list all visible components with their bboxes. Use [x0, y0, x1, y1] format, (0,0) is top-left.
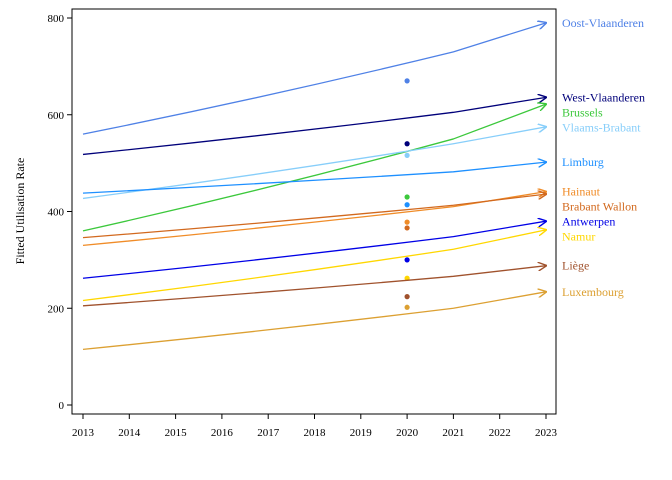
x-tick-label: 2018: [304, 427, 327, 439]
series-line-namur: [82, 230, 546, 302]
plot-frame: [71, 8, 557, 415]
series-labels: Oost-Vlaanderen West-VlaanderenBrusselsVl…: [562, 16, 645, 299]
x-tick-label: 2015: [165, 427, 188, 439]
x-tick-label: 2021: [442, 427, 464, 439]
series-line-brussels: [82, 104, 546, 232]
series-point-antwerpen: [404, 257, 410, 263]
series-line-hainaut: [82, 192, 546, 247]
x-tick-label: 2017: [257, 427, 280, 439]
series-line-luxembourg: [82, 292, 546, 351]
y-tick-label: 0: [59, 400, 65, 412]
x-tick-label: 2014: [118, 427, 141, 439]
series-label-antwerpen: Antwerpen: [562, 215, 615, 229]
x-tick-label: 2023: [535, 427, 558, 439]
y-tick-label: 400: [48, 207, 65, 219]
series-label-brussels: Brussels: [562, 105, 603, 119]
x-tick-label: 2013: [72, 427, 95, 439]
series-label-liege: Liège: [562, 259, 589, 273]
series-point-brabant-wallon: [404, 225, 410, 231]
series-label-namur: Namur: [562, 230, 595, 244]
y-axis: 0 200 400 600 800: [48, 13, 72, 412]
series-label-west-vlaanderen: West-Vlaanderen: [562, 90, 645, 104]
series-line-west-vlaanderen: [82, 97, 546, 156]
series-point-luxembourg: [404, 304, 410, 310]
series-point-brussels: [404, 194, 410, 200]
x-tick-label: 2016: [211, 427, 234, 439]
y-tick-label: 800: [48, 13, 65, 25]
x-tick-label: 2019: [350, 427, 373, 439]
series-label-oost-vlaanderen: Oost-Vlaanderen: [562, 16, 644, 30]
series-point-west-vlaanderen: [404, 141, 410, 147]
series-label-limburg: Limburg: [562, 155, 604, 169]
series-line-limburg: [82, 162, 546, 194]
y-axis-title: Fitted Utilisation Rate: [13, 158, 27, 265]
series-line-liege: [82, 266, 546, 307]
y-tick-label: 600: [48, 110, 65, 122]
series-point-vlaams-brabant: [404, 152, 410, 158]
x-axis: 2013 2014 2015 2016 2017 2018 2019 2020 2021 2022…: [72, 414, 558, 439]
series-point-oost-vlaanderen: [404, 78, 410, 84]
y-tick-label: 200: [48, 303, 65, 315]
series-layer: [82, 23, 546, 351]
series-line-antwerpen: [82, 221, 546, 279]
series-point-liege: [404, 294, 410, 300]
series-label-brabant-wallon: Brabant Wallon: [562, 200, 637, 214]
series-point-hainaut: [404, 219, 410, 225]
series-label-hainaut: Hainaut: [562, 185, 601, 199]
series-label-luxembourg: Luxembourg: [562, 285, 624, 299]
series-label-vlaams-brabant: Vlaams-Brabant: [562, 120, 641, 134]
series-line-oost-vlaanderen: [82, 23, 546, 135]
series-point-limburg: [404, 202, 410, 208]
x-tick-label: 2020: [396, 427, 419, 439]
x-tick-label: 2022: [489, 427, 511, 439]
series-point-namur: [404, 275, 410, 281]
series-line-vlaams-brabant: [82, 127, 546, 200]
series-line-brabant-wallon: [82, 194, 546, 239]
